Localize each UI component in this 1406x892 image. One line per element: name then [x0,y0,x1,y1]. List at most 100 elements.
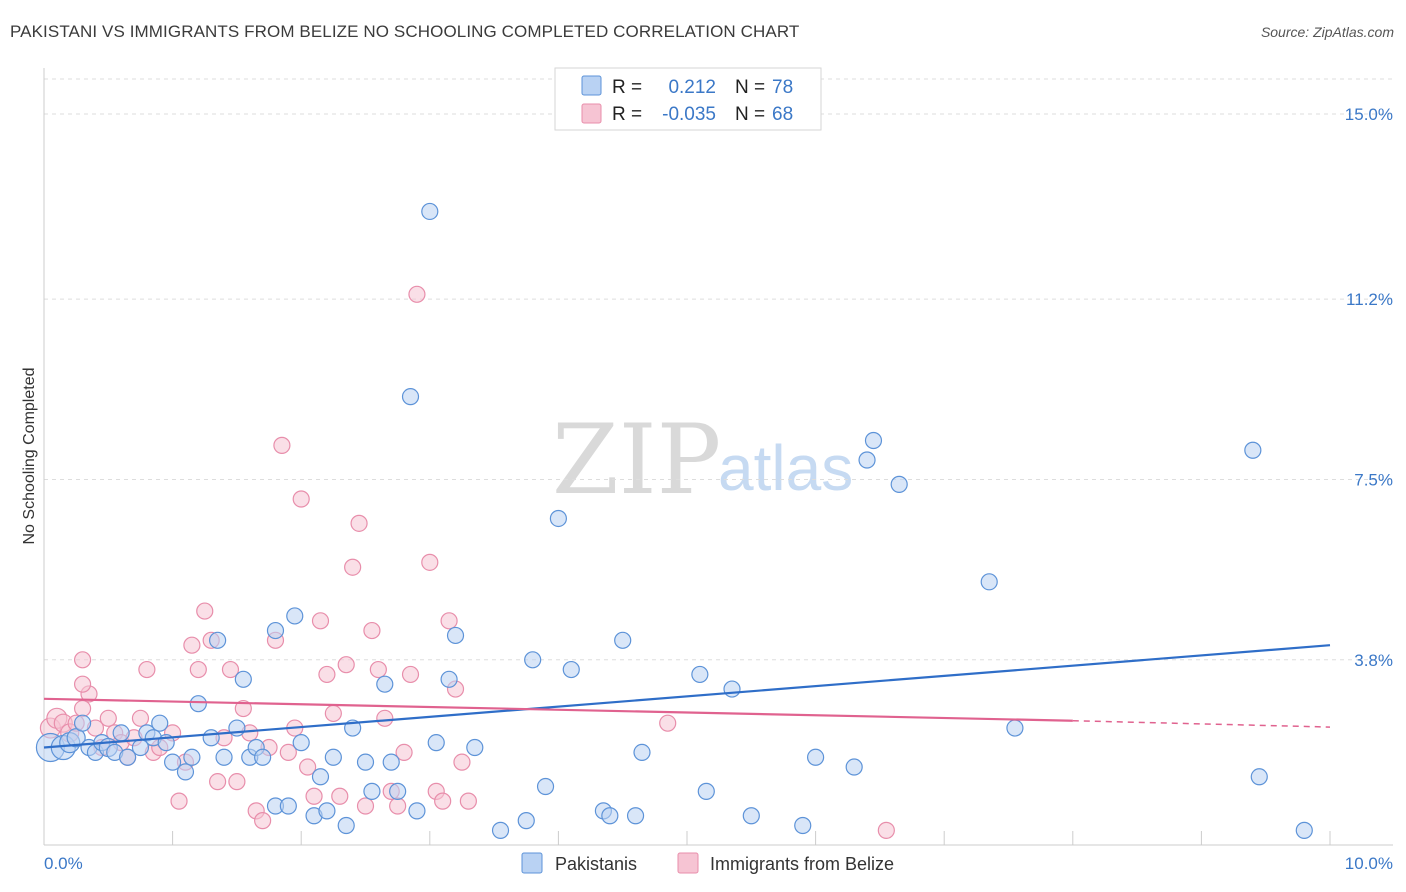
point-belize [73,651,92,669]
point-pakistanis [562,660,580,679]
point-belize [73,675,92,693]
point-pakistanis [209,631,227,649]
point-belize [170,792,188,810]
point-pakistanis [549,509,568,528]
trend-line-pakistanis [43,644,1331,749]
point-belize [459,792,477,810]
point-pakistanis [626,807,645,825]
bottom-legend-label-belize: Immigrants from Belize [710,854,894,874]
point-belize [318,665,336,684]
point-belize [337,656,355,674]
y-tick-label: 11.2% [1346,290,1393,309]
point-belize [395,743,413,762]
legend-swatch-belize [581,103,602,124]
trend-line-belize [43,697,1073,722]
point-pakistanis [183,748,201,766]
point-belize [363,621,381,640]
y-tick-label: 7.5% [1354,470,1393,489]
point-pakistanis [389,782,407,800]
x-tick-label-min: 0.0% [44,854,83,873]
bottom-legend-swatch-pakistanis [521,852,543,874]
point-pakistanis [614,631,632,649]
chart-title: PAKISTANI VS IMMIGRANTS FROM BELIZE NO S… [10,22,800,41]
legend-r-label-1: R = [612,77,642,98]
point-belize [209,773,227,791]
point-pakistanis [1295,821,1313,839]
point-pakistanis [266,621,285,640]
legend-n-label-1: N = [735,77,765,98]
point-pakistanis [517,812,535,830]
point-belize [453,753,471,771]
point-pakistanis [427,734,445,752]
point-belize [350,514,368,532]
y-tick-label: 15.0% [1345,105,1393,124]
watermark-zip: ZIP [552,404,721,516]
point-belize [292,490,310,508]
point-pakistanis [421,202,439,221]
point-pakistanis [73,714,92,732]
point-belize [273,436,291,454]
point-pakistanis [806,748,825,766]
point-pakistanis [858,451,876,469]
point-belize [183,636,201,654]
legend-n-value-1: 78 [772,77,793,98]
point-pakistanis [601,807,619,825]
trend-lines [43,644,1331,749]
bottom-legend: Pakistanis Immigrants from Belize [521,852,894,874]
point-belize [189,660,207,679]
point-pakistanis [466,738,484,757]
bottom-legend-label-pakistanis: Pakistanis [555,854,637,874]
point-pakistanis [202,729,220,747]
point-pakistanis [1006,719,1024,737]
bottom-legend-swatch-belize [677,852,699,874]
point-pakistanis [491,821,510,839]
point-pakistanis [1244,441,1262,459]
legend-r-value-2: -0.035 [662,104,716,125]
point-belize [356,797,375,815]
watermark-atlas: atlas [718,432,853,504]
point-belize [421,553,439,571]
point-belize [196,602,214,620]
point-belize [234,699,252,718]
point-belize [434,792,452,810]
legend-box: R = 0.212 N = 78 R = -0.035 N = 68 [554,67,822,131]
point-pakistanis [189,695,207,713]
y-tick-label: 3.8% [1354,651,1393,670]
point-pakistanis [363,782,381,800]
point-belize [389,797,407,815]
point-belize [138,660,156,679]
point-pakistanis [440,670,458,688]
point-belize [376,709,394,727]
point-pakistanis [401,388,420,406]
point-belize [344,558,362,576]
point-belize [299,758,317,776]
y-tick-labels: 3.8% 7.5% 11.2% 15.0% [1345,105,1393,670]
point-belize [254,812,272,830]
point-pakistanis [318,802,336,820]
point-pakistanis [845,758,863,776]
point-belize [369,660,387,679]
y-axis-label: No Schooling Completed [21,368,38,545]
point-belize [311,612,330,630]
legend-n-label-2: N = [735,104,765,125]
point-pakistanis [292,734,310,752]
legend-n-value-2: 68 [772,104,793,125]
point-belize [279,743,297,762]
point-pakistanis [376,675,394,693]
point-pakistanis [215,748,233,766]
point-pakistanis [286,607,304,625]
point-belize [659,714,677,732]
gridlines [44,78,1393,661]
point-belize [401,665,420,684]
point-pakistanis [254,748,272,766]
point-pakistanis [311,768,330,786]
x-tick-label-max: 10.0% [1345,854,1393,873]
point-pakistanis [536,777,555,796]
point-pakistanis [524,651,542,669]
point-pakistanis [382,753,400,771]
x-tick-labels: 0.0% 10.0% [44,854,1393,873]
point-belize [331,787,349,805]
point-pakistanis [446,626,465,645]
point-belize [131,709,150,727]
point-belize [73,699,92,718]
